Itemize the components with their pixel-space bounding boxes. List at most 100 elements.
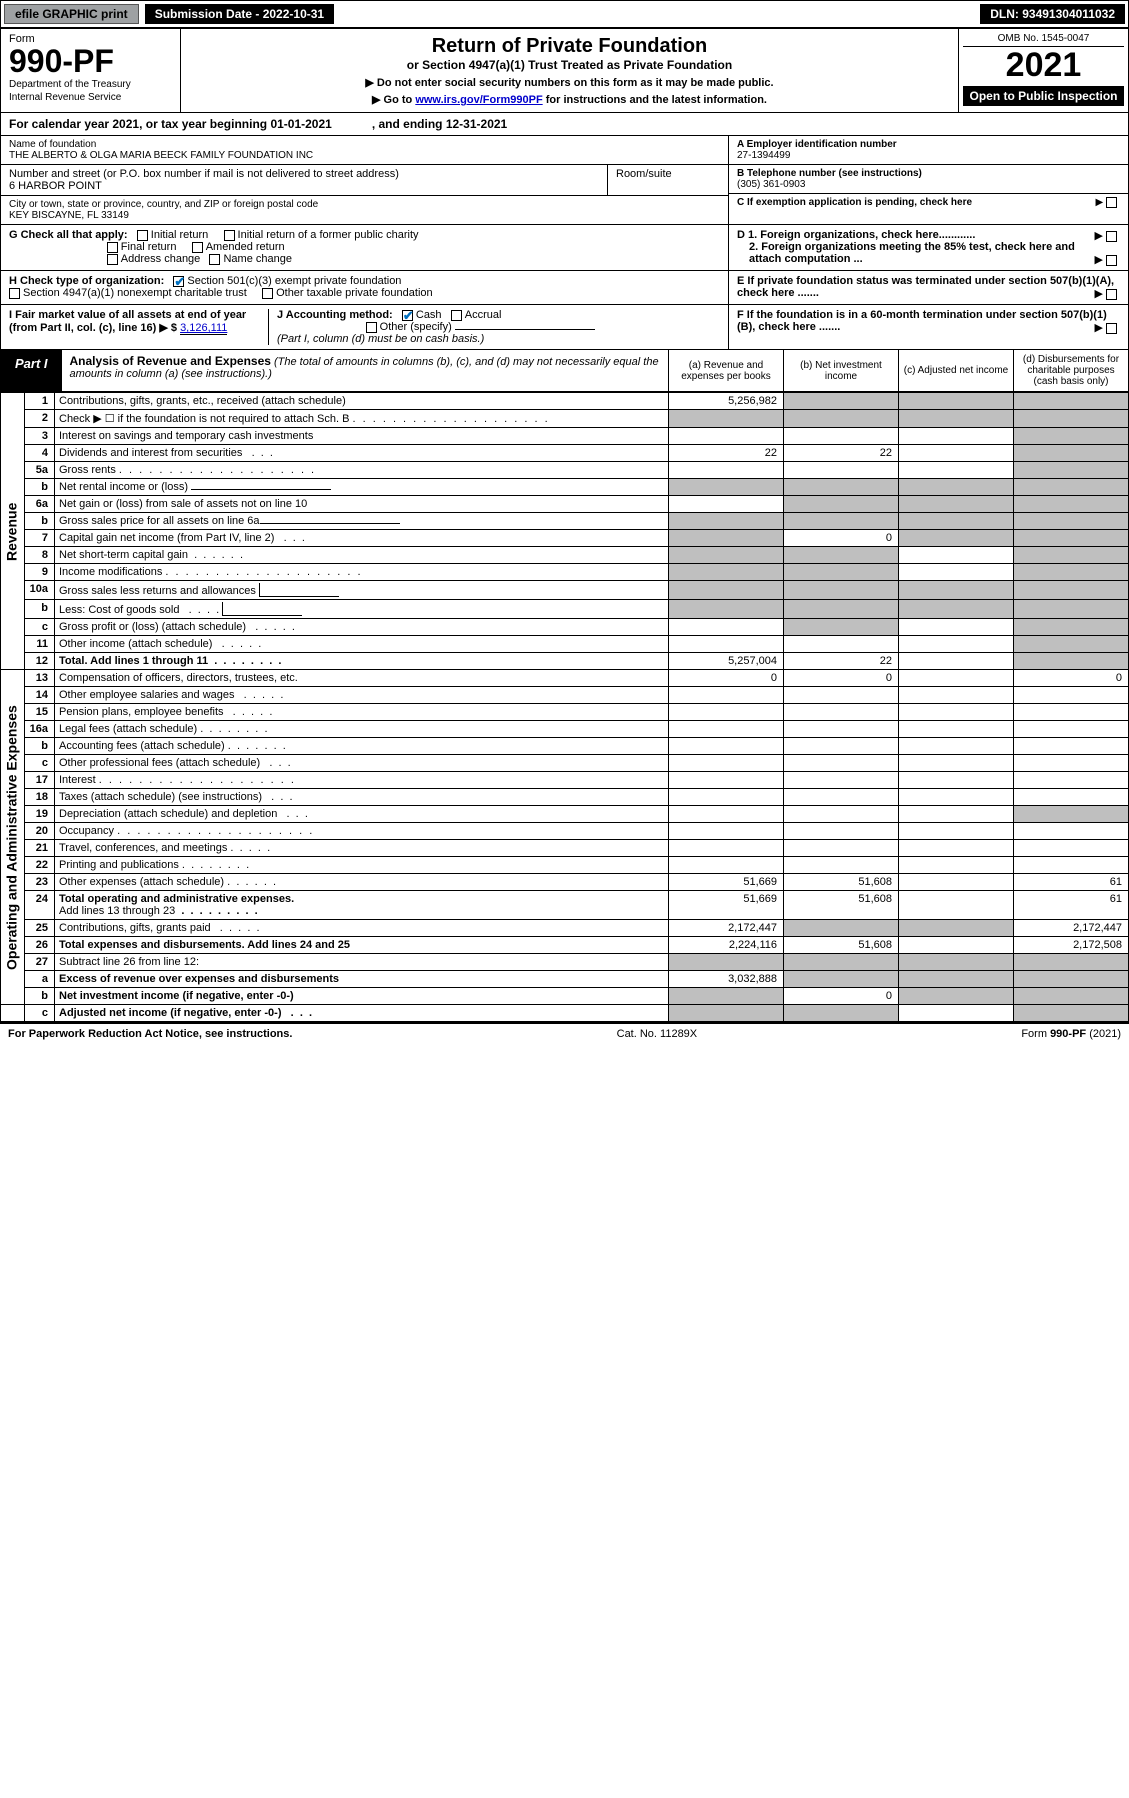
r24-a: 51,669 [669, 891, 784, 920]
r26-b: 51,608 [784, 937, 899, 954]
col-d-header: (d) Disbursements for charitable purpose… [1013, 350, 1128, 391]
foreign-org-checkbox[interactable] [1106, 231, 1117, 242]
form-number: 990-PF [9, 45, 172, 77]
header-left: Form 990-PF Department of the Treasury I… [1, 29, 181, 112]
instruction-link: ▶ Go to www.irs.gov/Form990PF for instru… [201, 93, 938, 106]
part1-desc: Analysis of Revenue and Expenses (The to… [62, 350, 668, 391]
paperwork-notice: For Paperwork Reduction Act Notice, see … [8, 1028, 292, 1040]
room-suite-cell: Room/suite [608, 165, 728, 195]
dln-label: DLN: 93491304011032 [980, 4, 1125, 24]
r13-a: 0 [669, 670, 784, 687]
exemption-checkbox[interactable] [1106, 197, 1117, 208]
address-cell: Number and street (or P.O. box number if… [1, 165, 608, 195]
final-return-checkbox[interactable] [107, 242, 118, 253]
r13-b: 0 [784, 670, 899, 687]
foundation-name: THE ALBERTO & OLGA MARIA BEECK FAMILY FO… [9, 150, 720, 161]
city-state-zip: KEY BISCAYNE, FL 33149 [9, 210, 720, 221]
cash-checkbox[interactable] [402, 310, 413, 321]
r25-d: 2,172,447 [1014, 920, 1129, 937]
col-b-header: (b) Net investment income [783, 350, 898, 391]
identification-block: Name of foundation THE ALBERTO & OLGA MA… [0, 136, 1129, 225]
r13-d: 0 [1014, 670, 1129, 687]
ein-cell: A Employer identification number 27-1394… [729, 136, 1128, 165]
page-footer: For Paperwork Reduction Act Notice, see … [0, 1022, 1129, 1044]
calendar-year-row: For calendar year 2021, or tax year begi… [0, 113, 1129, 136]
dept-irs: Internal Revenue Service [9, 92, 172, 103]
header-right: OMB No. 1545-0047 2021 Open to Public In… [958, 29, 1128, 112]
other-taxable-checkbox[interactable] [262, 288, 273, 299]
e-check: E If private foundation status was termi… [728, 271, 1128, 304]
amended-return-checkbox[interactable] [192, 242, 203, 253]
checks-g-d-row: G Check all that apply: Initial return I… [0, 225, 1129, 271]
r27a-a: 3,032,888 [669, 971, 784, 988]
r27b-b: 0 [784, 988, 899, 1005]
r25-a: 2,172,447 [669, 920, 784, 937]
r12-a: 5,257,004 [669, 653, 784, 670]
r23-a: 51,669 [669, 874, 784, 891]
omb-number: OMB No. 1545-0047 [963, 33, 1124, 47]
address-change-checkbox[interactable] [107, 254, 118, 265]
cash-basis-note: (Part I, column (d) must be on cash basi… [277, 333, 484, 345]
r24-d: 61 [1014, 891, 1129, 920]
form-title: Return of Private Foundation [201, 35, 938, 58]
initial-former-checkbox[interactable] [224, 230, 235, 241]
r4-b: 22 [784, 445, 899, 462]
header-center: Return of Private Foundation or Section … [181, 29, 958, 112]
revenue-side-label: Revenue [1, 393, 25, 670]
r23-b: 51,608 [784, 874, 899, 891]
foundation-name-cell: Name of foundation THE ALBERTO & OLGA MA… [1, 136, 728, 165]
form-header: Form 990-PF Department of the Treasury I… [0, 28, 1129, 113]
dept-treasury: Department of the Treasury [9, 79, 172, 90]
r4-a: 22 [669, 445, 784, 462]
ein-value: 27-1394499 [737, 150, 1120, 161]
part1-label: Part I [1, 350, 62, 391]
name-change-checkbox[interactable] [209, 254, 220, 265]
r1-a: 5,256,982 [669, 393, 784, 410]
open-public-badge: Open to Public Inspection [963, 86, 1124, 106]
g-checks: G Check all that apply: Initial return I… [1, 225, 728, 270]
instruction-ssn: ▶ Do not enter social security numbers o… [201, 76, 938, 89]
accrual-checkbox[interactable] [451, 310, 462, 321]
r7-b: 0 [784, 530, 899, 547]
cat-number: Cat. No. 11289X [617, 1028, 698, 1040]
exemption-pending-cell: C If exemption application is pending, c… [729, 194, 1128, 211]
checks-ij-f-row: I Fair market value of all assets at end… [0, 305, 1129, 350]
r12-b: 22 [784, 653, 899, 670]
arrow-icon: ▶ [1096, 197, 1120, 208]
cal-year-end: , and ending 12-31-2021 [372, 117, 507, 131]
cal-year-begin: For calendar year 2021, or tax year begi… [9, 117, 332, 131]
form-subtitle: or Section 4947(a)(1) Trust Treated as P… [201, 58, 938, 72]
phone-cell: B Telephone number (see instructions) (3… [729, 165, 1128, 194]
status-terminated-checkbox[interactable] [1106, 289, 1117, 300]
checks-h-e-row: H Check type of organization: Section 50… [0, 271, 1129, 305]
initial-return-checkbox[interactable] [137, 230, 148, 241]
r24-b: 51,608 [784, 891, 899, 920]
d-checks: D 1. Foreign organizations, check here..… [728, 225, 1128, 270]
foreign-85-checkbox[interactable] [1106, 255, 1117, 266]
60month-checkbox[interactable] [1106, 323, 1117, 334]
other-method-checkbox[interactable] [366, 322, 377, 333]
i-fmv-cell: I Fair market value of all assets at end… [9, 309, 269, 345]
h-checks: H Check type of organization: Section 50… [1, 271, 728, 304]
phone-value: (305) 361-0903 [737, 179, 1120, 190]
expenses-side-label: Operating and Administrative Expenses [1, 670, 25, 1005]
top-bar: efile GRAPHIC print Submission Date - 20… [0, 0, 1129, 28]
city-cell: City or town, state or province, country… [1, 196, 728, 224]
r26-a: 2,224,116 [669, 937, 784, 954]
4947a1-checkbox[interactable] [9, 288, 20, 299]
form-footer-label: Form 990-PF (2021) [1021, 1028, 1121, 1040]
submission-date: Submission Date - 2022-10-31 [145, 4, 334, 24]
f-check: F If the foundation is in a 60-month ter… [728, 305, 1128, 349]
j-accounting-cell: J Accounting method: Cash Accrual Other … [269, 309, 720, 345]
efile-print-button[interactable]: efile GRAPHIC print [4, 4, 139, 24]
r23-d: 61 [1014, 874, 1129, 891]
street-address: 6 HARBOR POINT [9, 180, 599, 192]
col-a-header: (a) Revenue and expenses per books [668, 350, 783, 391]
fmv-value: 3,126,111 [180, 322, 227, 335]
501c3-checkbox[interactable] [173, 276, 184, 287]
form990pf-link[interactable]: www.irs.gov/Form990PF [415, 94, 542, 106]
r26-d: 2,172,508 [1014, 937, 1129, 954]
part1-header: Part I Analysis of Revenue and Expenses … [0, 350, 1129, 392]
tax-year: 2021 [963, 47, 1124, 84]
part1-table: Revenue 1Contributions, gifts, grants, e… [0, 392, 1129, 1022]
